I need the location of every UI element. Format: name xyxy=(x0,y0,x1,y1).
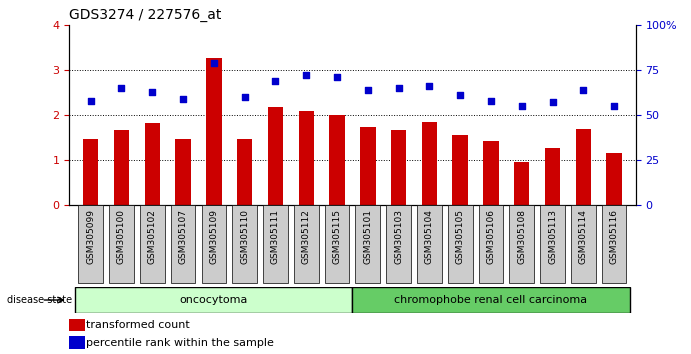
Point xyxy=(609,103,620,109)
Bar xyxy=(237,139,252,205)
Bar xyxy=(479,205,503,283)
Text: GSM305105: GSM305105 xyxy=(455,209,464,264)
Point xyxy=(332,74,343,80)
Bar xyxy=(325,205,350,283)
Point xyxy=(424,83,435,89)
Point xyxy=(455,92,466,98)
Point xyxy=(301,73,312,78)
Bar xyxy=(69,336,85,349)
Bar xyxy=(448,205,473,283)
Text: GSM305102: GSM305102 xyxy=(148,209,157,264)
Bar xyxy=(140,205,164,283)
Text: GSM305112: GSM305112 xyxy=(302,209,311,264)
Bar xyxy=(360,127,375,205)
Point xyxy=(208,60,219,65)
Bar xyxy=(232,205,257,283)
Text: GSM305103: GSM305103 xyxy=(394,209,403,264)
Bar xyxy=(607,153,622,205)
Point xyxy=(116,85,127,91)
Text: GDS3274 / 227576_at: GDS3274 / 227576_at xyxy=(69,8,222,22)
Point xyxy=(146,89,158,95)
Bar xyxy=(75,287,352,313)
Text: transformed count: transformed count xyxy=(86,320,190,330)
Text: GSM305099: GSM305099 xyxy=(86,209,95,264)
Point xyxy=(362,87,373,93)
Bar xyxy=(571,205,596,283)
Text: GSM305107: GSM305107 xyxy=(178,209,187,264)
Text: GSM305109: GSM305109 xyxy=(209,209,218,264)
Text: GSM305113: GSM305113 xyxy=(548,209,557,264)
Bar xyxy=(171,205,196,283)
Bar xyxy=(355,205,380,283)
Text: GSM305101: GSM305101 xyxy=(363,209,372,264)
Bar xyxy=(202,205,226,283)
Point xyxy=(578,87,589,93)
Text: chromophobe renal cell carcinoma: chromophobe renal cell carcinoma xyxy=(395,295,587,305)
Bar xyxy=(514,161,529,205)
Bar xyxy=(109,205,134,283)
Bar xyxy=(330,115,345,205)
Text: GSM305106: GSM305106 xyxy=(486,209,495,264)
Text: GSM305111: GSM305111 xyxy=(271,209,280,264)
Bar xyxy=(422,122,437,205)
Bar xyxy=(576,130,591,205)
Bar xyxy=(176,139,191,205)
Bar xyxy=(78,205,103,283)
Point xyxy=(516,103,527,109)
Bar xyxy=(545,148,560,205)
Bar xyxy=(114,130,129,205)
Point xyxy=(178,96,189,102)
Bar xyxy=(69,319,85,331)
Bar xyxy=(540,205,565,283)
Bar xyxy=(483,141,499,205)
Bar xyxy=(453,135,468,205)
Bar xyxy=(263,205,287,283)
Text: GSM305114: GSM305114 xyxy=(579,209,588,264)
Bar xyxy=(391,130,406,205)
Bar xyxy=(294,205,319,283)
Bar xyxy=(267,107,283,205)
Bar xyxy=(299,112,314,205)
Point xyxy=(270,78,281,84)
Point xyxy=(85,98,96,103)
Text: GSM305108: GSM305108 xyxy=(518,209,527,264)
Bar xyxy=(386,205,411,283)
Bar xyxy=(83,138,98,205)
Text: percentile rank within the sample: percentile rank within the sample xyxy=(86,338,274,348)
Text: disease state: disease state xyxy=(7,295,75,305)
Point xyxy=(393,85,404,91)
Point xyxy=(486,98,497,103)
Bar xyxy=(206,58,222,205)
Bar xyxy=(417,205,442,283)
Bar xyxy=(352,287,630,313)
Bar xyxy=(509,205,534,283)
Bar xyxy=(144,123,160,205)
Text: GSM305100: GSM305100 xyxy=(117,209,126,264)
Point xyxy=(239,94,250,100)
Text: GSM305104: GSM305104 xyxy=(425,209,434,264)
Bar xyxy=(602,205,627,283)
Text: oncocytoma: oncocytoma xyxy=(180,295,248,305)
Point xyxy=(547,99,558,105)
Text: GSM305116: GSM305116 xyxy=(609,209,618,264)
Text: GSM305115: GSM305115 xyxy=(332,209,341,264)
Text: GSM305110: GSM305110 xyxy=(240,209,249,264)
